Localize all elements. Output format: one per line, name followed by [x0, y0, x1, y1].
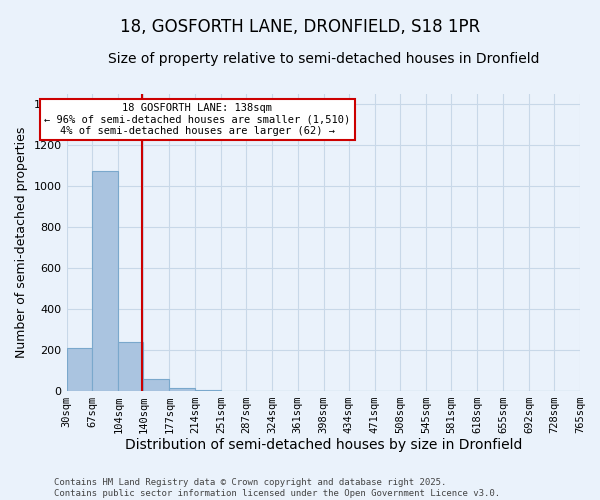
Text: 18 GOSFORTH LANE: 138sqm
← 96% of semi-detached houses are smaller (1,510)
4% of: 18 GOSFORTH LANE: 138sqm ← 96% of semi-d…	[44, 103, 350, 136]
Bar	[118, 342, 143, 390]
Bar	[143, 380, 169, 390]
Y-axis label: Number of semi-detached properties: Number of semi-detached properties	[15, 126, 28, 358]
Bar	[92, 170, 118, 390]
X-axis label: Distribution of semi-detached houses by size in Dronfield: Distribution of semi-detached houses by …	[125, 438, 522, 452]
Text: 18, GOSFORTH LANE, DRONFIELD, S18 1PR: 18, GOSFORTH LANE, DRONFIELD, S18 1PR	[120, 18, 480, 36]
Bar	[67, 348, 92, 391]
Text: Contains HM Land Registry data © Crown copyright and database right 2025.
Contai: Contains HM Land Registry data © Crown c…	[54, 478, 500, 498]
Title: Size of property relative to semi-detached houses in Dronfield: Size of property relative to semi-detach…	[107, 52, 539, 66]
Bar	[169, 388, 195, 390]
